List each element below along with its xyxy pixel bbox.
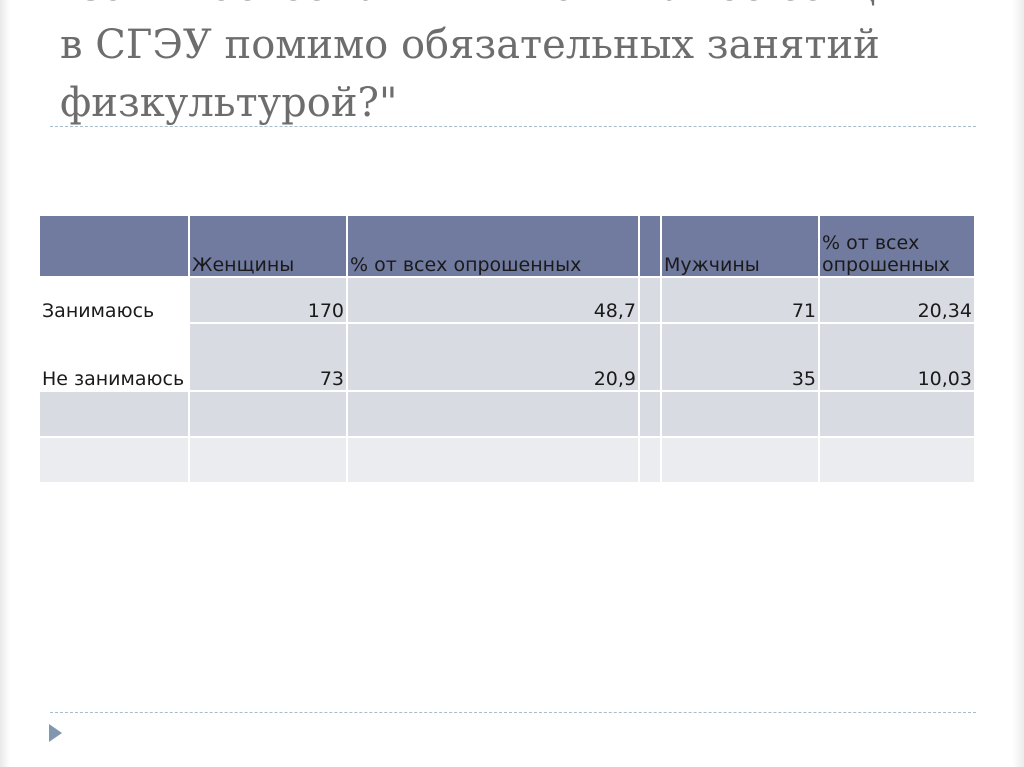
table-cell — [348, 392, 638, 436]
table-row: Занимаюсь 170 48,7 71 20,34 — [40, 278, 974, 322]
row-label: Не занимаюсь — [40, 324, 188, 390]
women-count-cell: 73 — [190, 324, 346, 390]
spacer-cell — [640, 392, 660, 436]
table-row — [40, 438, 974, 482]
women-count-cell: 170 — [190, 278, 346, 322]
spacer-cell — [640, 278, 660, 322]
slide-title-line-2: в СГЭУ помимо обязательных занятий — [60, 22, 880, 68]
slide-title-line-1: "Занимаетесь ли вы в каких-либо секциях — [60, 0, 1000, 16]
men-percent-cell: 10,03 — [820, 324, 974, 390]
slide-right-edge — [1012, 0, 1024, 767]
slide-left-edge — [0, 0, 10, 767]
header-cell-men-percent: % от всех опрошенных — [820, 216, 974, 276]
table-row: Не занимаюсь 73 20,9 35 10,03 — [40, 324, 974, 390]
title-divider — [50, 126, 976, 127]
header-cell-women-percent: % от всех опрошенных — [348, 216, 638, 276]
women-percent-cell: 20,9 — [348, 324, 638, 390]
table-cell — [820, 438, 974, 482]
header-cell-women: Женщины — [190, 216, 346, 276]
row-label — [40, 438, 188, 482]
header-cell-spacer — [640, 216, 660, 276]
spacer-cell — [640, 324, 660, 390]
header-cell-empty — [40, 216, 188, 276]
row-label: Занимаюсь — [40, 278, 188, 322]
men-count-cell: 71 — [662, 278, 818, 322]
men-count-cell: 35 — [662, 324, 818, 390]
table-cell — [662, 392, 818, 436]
spacer-cell — [640, 438, 660, 482]
table-cell — [820, 392, 974, 436]
triangle-bullet-icon — [49, 724, 62, 742]
slide-title-line-3: физкультурой?" — [60, 80, 398, 126]
table-cell — [348, 438, 638, 482]
table-cell — [662, 438, 818, 482]
table-cell — [190, 392, 346, 436]
slide-title: "Занимаетесь ли вы в каких-либо секциях … — [60, 0, 1000, 132]
row-label — [40, 392, 188, 436]
table-cell — [190, 438, 346, 482]
men-percent-cell: 20,34 — [820, 278, 974, 322]
table-row — [40, 392, 974, 436]
women-percent-cell: 48,7 — [348, 278, 638, 322]
survey-table: Женщины % от всех опрошенных Мужчины % о… — [38, 214, 976, 484]
table-header-row: Женщины % от всех опрошенных Мужчины % о… — [40, 216, 974, 276]
footer-divider — [50, 712, 976, 713]
header-cell-men: Мужчины — [662, 216, 818, 276]
